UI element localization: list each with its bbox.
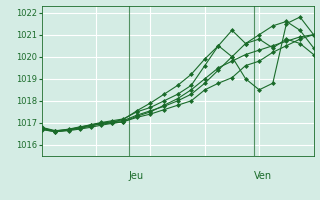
Text: Ven: Ven [254, 171, 272, 181]
Text: Jeu: Jeu [129, 171, 144, 181]
